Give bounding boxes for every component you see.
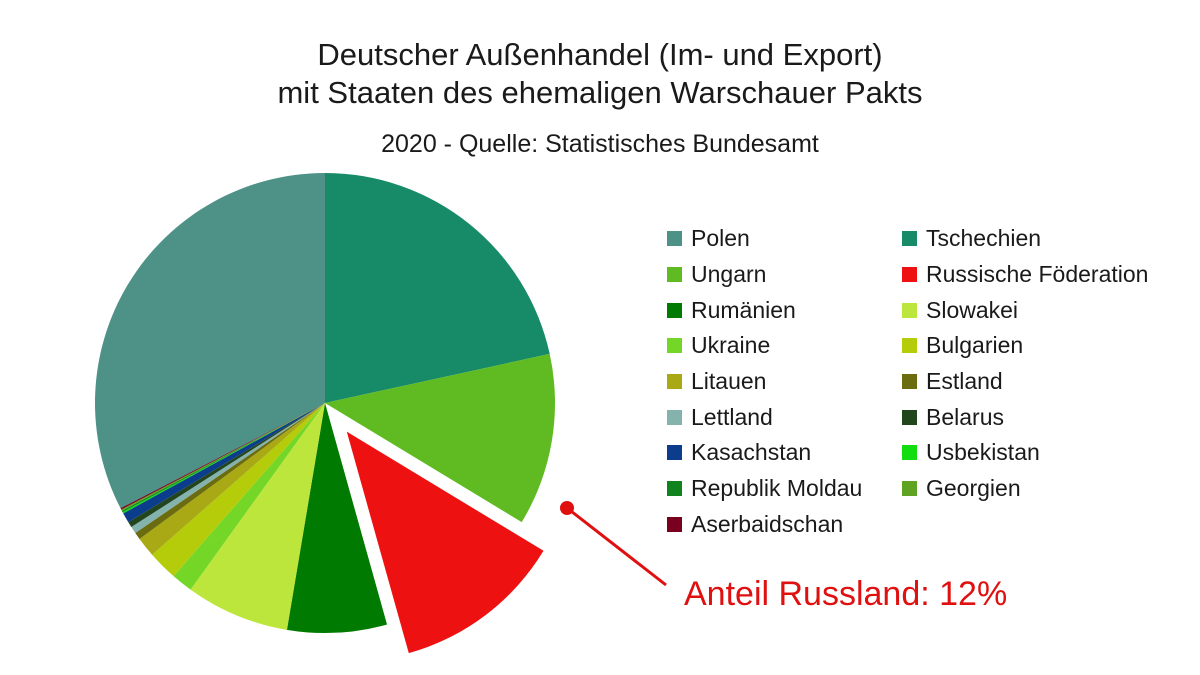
legend-label: Polen xyxy=(691,225,750,252)
pie-slice-georgien xyxy=(121,403,325,511)
pie-slice-aserbaidschan xyxy=(120,403,325,510)
legend-swatch xyxy=(902,267,917,283)
legend-label: Lettland xyxy=(691,403,773,430)
legend-entry-republik-moldau: Republik Moldau xyxy=(667,471,902,507)
legend-swatch xyxy=(667,302,682,318)
legend-entry-estland: Estland xyxy=(902,364,1197,400)
legend-swatch xyxy=(902,231,917,247)
legend-swatch xyxy=(667,338,682,354)
legend-label: Aserbaidschan xyxy=(691,510,844,537)
legend-entry-aserbaidschan: Aserbaidschan xyxy=(667,507,902,543)
legend-entry-tschechien: Tschechien xyxy=(902,221,1197,257)
pie-slice-ungarn xyxy=(325,353,555,523)
pie-slice-republik-moldau xyxy=(121,403,325,513)
pie-slice-lettland xyxy=(131,403,325,534)
legend-label: Litauen xyxy=(691,368,767,395)
pie-slices xyxy=(95,173,555,654)
pie-slice-ukraine xyxy=(173,403,325,590)
legend-label: Bulgarien xyxy=(926,332,1024,359)
legend-swatch xyxy=(902,481,917,497)
legend-swatch xyxy=(667,267,682,283)
legend-entry-georgien: Georgien xyxy=(902,471,1197,507)
pie-slice-polen xyxy=(95,173,325,509)
chart-title: Deutscher Außenhandel (Im- und Export) m… xyxy=(0,36,1200,112)
legend-swatch xyxy=(902,445,917,461)
legend-label: Georgien xyxy=(926,475,1021,502)
pie-slice-belarus xyxy=(128,403,325,528)
legend-swatch xyxy=(667,409,682,425)
legend-entry-lettland: Lettland xyxy=(667,399,902,435)
legend-entry-kasachstan: Kasachstan xyxy=(667,435,902,471)
legend-label: Slowakei xyxy=(926,296,1019,323)
legend-label: Belarus xyxy=(926,403,1004,430)
legend-entry-usbekistan: Usbekistan xyxy=(902,435,1197,471)
pie-slice-slowakei xyxy=(190,403,325,630)
legend-swatch xyxy=(667,445,682,461)
legend-swatch xyxy=(667,481,682,497)
legend-label: Ukraine xyxy=(691,332,771,359)
legend-label: Estland xyxy=(926,368,1003,395)
chart-legend: Polen Tschechien Ungarn Russische Föderatio… xyxy=(667,221,1197,542)
legend-entry-ungarn: Ungarn xyxy=(667,257,902,293)
pie-slice-tschechien xyxy=(325,173,550,403)
legend-label: Russische Föderation xyxy=(926,261,1149,288)
legend-label: Rumänien xyxy=(691,296,796,323)
pie-slice-bulgarien xyxy=(152,403,325,577)
chart-title-line-1: Deutscher Außenhandel (Im- und Export) xyxy=(317,37,883,72)
legend-swatch xyxy=(902,338,917,354)
legend-label: Usbekistan xyxy=(926,439,1040,466)
legend-label: Tschechien xyxy=(926,225,1042,252)
legend-label: Ungarn xyxy=(691,261,767,288)
legend-entry-ukraine: Ukraine xyxy=(667,328,902,364)
legend-label: Republik Moldau xyxy=(691,475,863,502)
chart-subtitle: 2020 - Quelle: Statistisches Bundesamt xyxy=(381,130,819,158)
legend-entry-polen: Polen xyxy=(667,221,902,257)
legend-entry-belarus: Belarus xyxy=(902,399,1197,435)
legend-entry-rumanien: Rumänien xyxy=(667,292,902,328)
pie-slice-litauen xyxy=(139,403,325,555)
pie-slice-usbekistan xyxy=(122,403,325,514)
legend-swatch xyxy=(902,302,917,318)
legend-swatch xyxy=(667,374,682,390)
legend-label: Kasachstan xyxy=(691,439,812,466)
legend-swatch xyxy=(902,409,917,425)
annotation-label: Anteil Russland: 12% xyxy=(684,575,1008,613)
legend-entry-bulgarien: Bulgarien xyxy=(902,328,1197,364)
pie-slice-kasachstan xyxy=(123,403,325,523)
legend-swatch xyxy=(667,516,682,532)
annotation-line xyxy=(566,506,667,587)
legend-entry-litauen: Litauen xyxy=(667,364,902,400)
pie-slice-russische-foderation xyxy=(346,431,544,654)
legend-swatch xyxy=(902,374,917,390)
legend-entry-russische-foderation: Russische Föderation xyxy=(902,257,1197,293)
pie-slice-estland xyxy=(135,403,325,539)
pie-slice-rumanien xyxy=(286,403,388,633)
legend-entry-slowakei: Slowakei xyxy=(902,292,1197,328)
annotation-dot xyxy=(560,501,574,515)
legend-swatch xyxy=(667,231,682,247)
chart-title-line-2: mit Staaten des ehemaligen Warschauer Pa… xyxy=(277,75,923,110)
annotation-pointer xyxy=(560,501,667,587)
